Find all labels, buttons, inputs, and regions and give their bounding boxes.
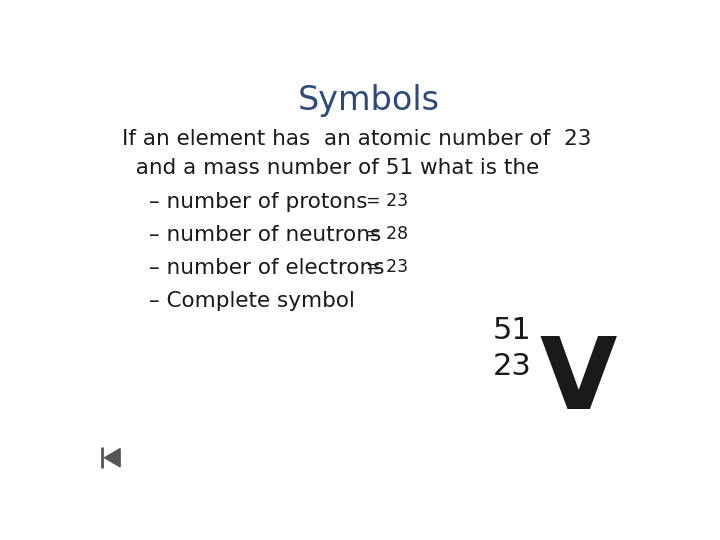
Text: – number of neutrons: – number of neutrons (148, 225, 381, 245)
Text: – number of electrons: – number of electrons (148, 258, 384, 278)
Text: – Complete symbol: – Complete symbol (148, 292, 354, 312)
Text: Symbols: Symbols (298, 84, 440, 117)
Text: 51: 51 (493, 316, 531, 346)
Text: If an element has  an atomic number of  23: If an element has an atomic number of 23 (122, 129, 592, 149)
Text: 23: 23 (493, 352, 532, 381)
Text: V: V (539, 333, 616, 430)
Text: = 23: = 23 (366, 258, 408, 276)
Text: and a mass number of 51 what is the: and a mass number of 51 what is the (122, 158, 539, 178)
Text: = 23: = 23 (366, 192, 408, 210)
Text: = 28: = 28 (366, 225, 408, 243)
Text: – number of protons: – number of protons (148, 192, 367, 212)
Polygon shape (104, 449, 120, 467)
